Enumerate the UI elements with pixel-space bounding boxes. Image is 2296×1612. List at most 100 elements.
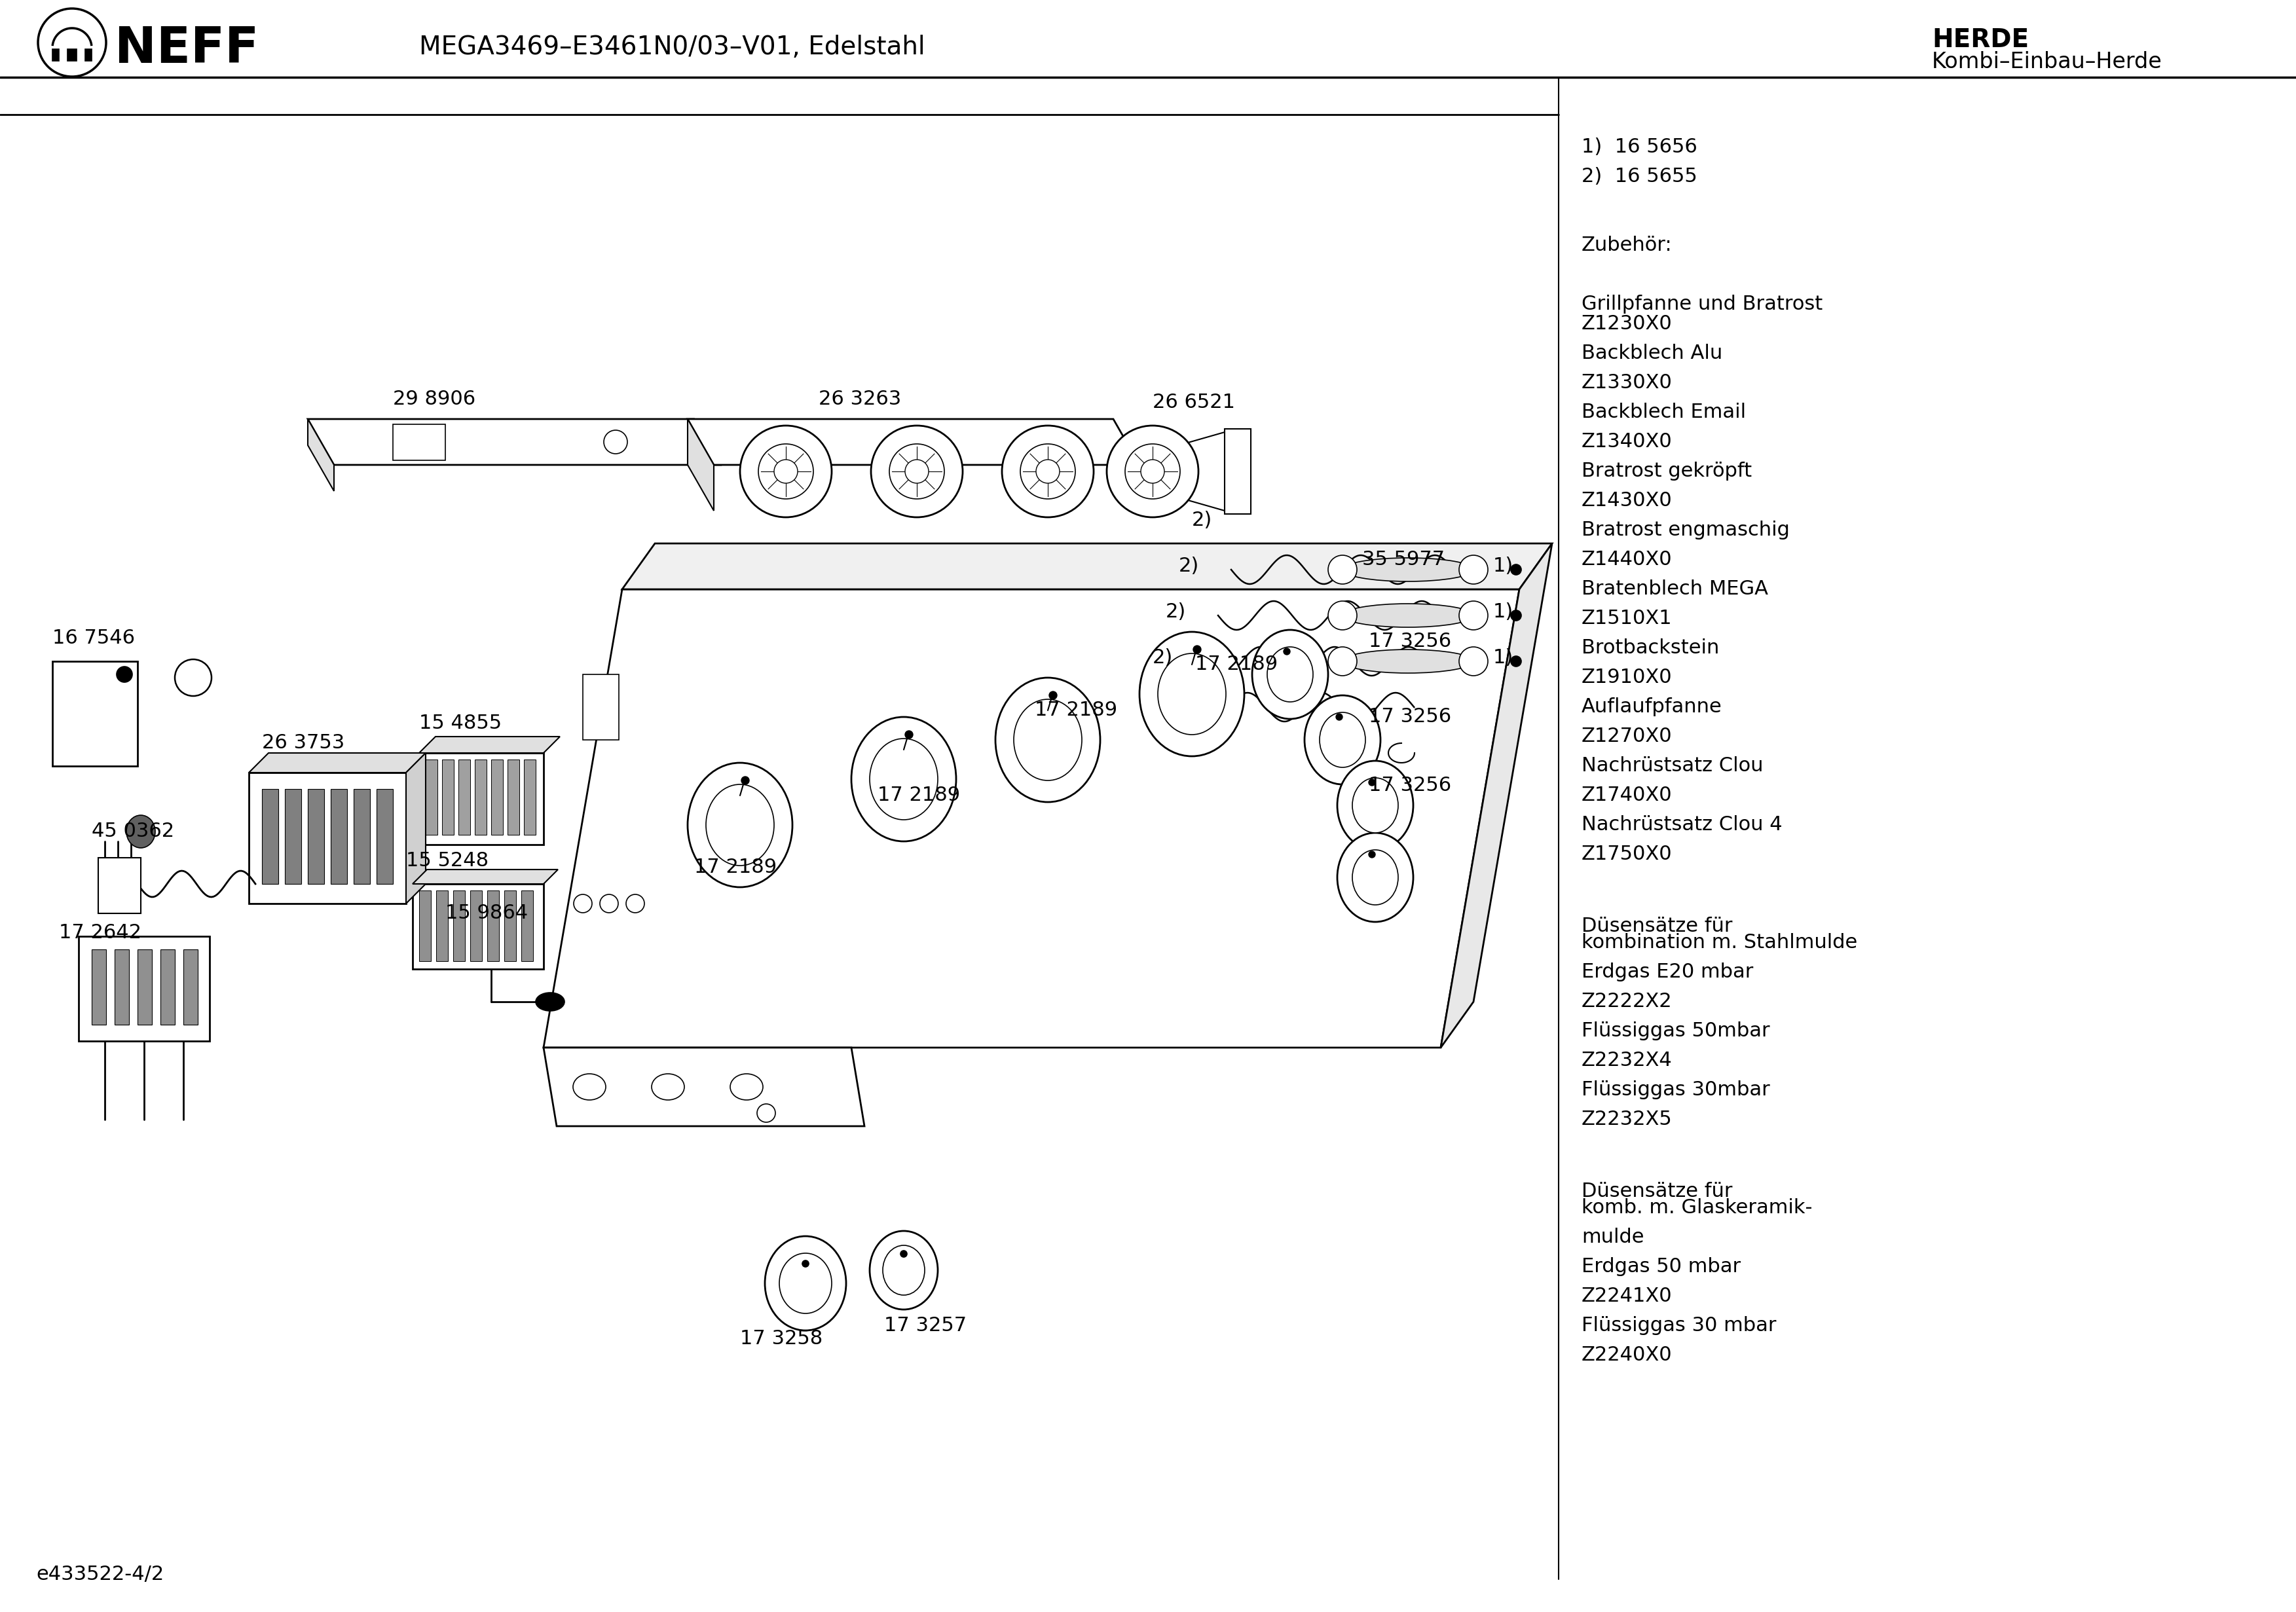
Polygon shape bbox=[248, 753, 425, 772]
Text: MEGA3469–E3461N0/03–V01, Edelstahl: MEGA3469–E3461N0/03–V01, Edelstahl bbox=[420, 35, 925, 60]
Polygon shape bbox=[99, 858, 140, 914]
Text: Nachrüstsatz Clou: Nachrüstsatz Clou bbox=[1582, 756, 1763, 775]
Text: Z2232X4: Z2232X4 bbox=[1582, 1051, 1671, 1070]
Ellipse shape bbox=[882, 1246, 925, 1294]
Ellipse shape bbox=[535, 993, 565, 1011]
Ellipse shape bbox=[174, 659, 211, 696]
Ellipse shape bbox=[1511, 564, 1522, 575]
Polygon shape bbox=[308, 419, 333, 492]
Ellipse shape bbox=[1511, 656, 1522, 666]
Text: e433522-4/2: e433522-4/2 bbox=[37, 1565, 163, 1585]
Text: 45 0362: 45 0362 bbox=[92, 822, 174, 841]
Ellipse shape bbox=[1141, 459, 1164, 484]
Text: Z2241X0: Z2241X0 bbox=[1582, 1286, 1671, 1306]
Text: 17 2189: 17 2189 bbox=[1196, 654, 1279, 674]
Bar bbox=[443, 759, 455, 835]
Ellipse shape bbox=[1327, 646, 1357, 675]
Text: kombination m. Stahlmulde: kombination m. Stahlmulde bbox=[1582, 933, 1857, 953]
Ellipse shape bbox=[1368, 851, 1375, 858]
Text: 2): 2) bbox=[1153, 648, 1173, 667]
Ellipse shape bbox=[1336, 761, 1414, 850]
Ellipse shape bbox=[801, 1261, 808, 1267]
Bar bbox=[491, 759, 503, 835]
Ellipse shape bbox=[778, 1253, 831, 1314]
Ellipse shape bbox=[1194, 645, 1201, 653]
Ellipse shape bbox=[1001, 426, 1093, 517]
Bar bbox=[452, 890, 466, 961]
Text: HERDE: HERDE bbox=[1931, 27, 2030, 52]
Polygon shape bbox=[406, 753, 425, 904]
Ellipse shape bbox=[1267, 646, 1313, 701]
Text: Flüssiggas 30 mbar: Flüssiggas 30 mbar bbox=[1582, 1315, 1777, 1335]
Bar bbox=[354, 788, 370, 883]
Ellipse shape bbox=[1336, 833, 1414, 922]
Text: Backblech Alu: Backblech Alu bbox=[1582, 343, 1722, 363]
Ellipse shape bbox=[1049, 692, 1056, 700]
Ellipse shape bbox=[900, 1251, 907, 1257]
Text: Z2240X0: Z2240X0 bbox=[1582, 1346, 1671, 1364]
Bar bbox=[138, 949, 152, 1025]
Text: 2)  16 5655: 2) 16 5655 bbox=[1582, 168, 1697, 185]
Ellipse shape bbox=[1458, 601, 1488, 630]
Ellipse shape bbox=[996, 677, 1100, 803]
Text: 15 5248: 15 5248 bbox=[406, 851, 489, 870]
Text: 17 2189: 17 2189 bbox=[1035, 701, 1118, 719]
Text: Auflaufpfanne: Auflaufpfanne bbox=[1582, 698, 1722, 716]
Ellipse shape bbox=[1343, 603, 1474, 627]
Text: 29 8906: 29 8906 bbox=[393, 390, 475, 408]
Ellipse shape bbox=[742, 777, 748, 785]
Ellipse shape bbox=[1107, 426, 1199, 517]
Polygon shape bbox=[687, 419, 1139, 464]
Text: 26 3263: 26 3263 bbox=[820, 390, 902, 408]
Ellipse shape bbox=[1283, 648, 1290, 654]
Bar bbox=[505, 890, 517, 961]
Ellipse shape bbox=[599, 895, 618, 912]
Ellipse shape bbox=[905, 730, 914, 738]
Bar bbox=[507, 759, 519, 835]
Text: Erdgas E20 mbar: Erdgas E20 mbar bbox=[1582, 962, 1754, 982]
Ellipse shape bbox=[1327, 601, 1357, 630]
Ellipse shape bbox=[1320, 713, 1366, 767]
Ellipse shape bbox=[126, 816, 156, 848]
Text: 26 6521: 26 6521 bbox=[1153, 393, 1235, 411]
Bar bbox=[583, 674, 620, 740]
Text: Z2222X2: Z2222X2 bbox=[1582, 991, 1671, 1011]
Text: Z2232X5: Z2232X5 bbox=[1582, 1109, 1671, 1128]
Polygon shape bbox=[53, 48, 60, 61]
Ellipse shape bbox=[1458, 555, 1488, 584]
Text: Z1750X0: Z1750X0 bbox=[1582, 845, 1671, 864]
Bar bbox=[248, 772, 406, 904]
Ellipse shape bbox=[870, 738, 937, 821]
Ellipse shape bbox=[739, 426, 831, 517]
Text: Bratrost engmaschig: Bratrost engmaschig bbox=[1582, 521, 1789, 540]
Ellipse shape bbox=[1511, 611, 1522, 621]
Text: 17 3256: 17 3256 bbox=[1368, 708, 1451, 725]
Ellipse shape bbox=[1251, 630, 1327, 719]
Ellipse shape bbox=[1157, 653, 1226, 735]
Ellipse shape bbox=[1343, 558, 1474, 582]
Text: Bratrost gekröpft: Bratrost gekröpft bbox=[1582, 461, 1752, 480]
Polygon shape bbox=[687, 419, 714, 511]
Bar bbox=[285, 788, 301, 883]
Text: 17 2189: 17 2189 bbox=[877, 785, 960, 804]
Polygon shape bbox=[85, 48, 92, 61]
Polygon shape bbox=[1440, 543, 1552, 1048]
Text: 2): 2) bbox=[1178, 556, 1199, 575]
Bar bbox=[413, 883, 544, 969]
Bar bbox=[521, 890, 533, 961]
Text: Düsensätze für: Düsensätze für bbox=[1582, 1182, 1733, 1201]
Text: 1)  16 5656: 1) 16 5656 bbox=[1582, 137, 1697, 156]
Text: Z1740X0: Z1740X0 bbox=[1582, 785, 1671, 804]
Ellipse shape bbox=[687, 762, 792, 887]
Polygon shape bbox=[308, 419, 721, 464]
Text: 35 5977: 35 5977 bbox=[1362, 550, 1444, 569]
Bar bbox=[459, 759, 471, 835]
Text: komb. m. Glaskeramik-: komb. m. Glaskeramik- bbox=[1582, 1198, 1812, 1217]
Text: 17 3257: 17 3257 bbox=[884, 1315, 967, 1335]
Ellipse shape bbox=[1139, 632, 1244, 756]
Polygon shape bbox=[622, 543, 1552, 590]
Text: Backblech Email: Backblech Email bbox=[1582, 403, 1745, 422]
Ellipse shape bbox=[574, 1074, 606, 1099]
Ellipse shape bbox=[1336, 714, 1343, 721]
Text: Kombi–Einbau–Herde: Kombi–Einbau–Herde bbox=[1931, 52, 2163, 73]
